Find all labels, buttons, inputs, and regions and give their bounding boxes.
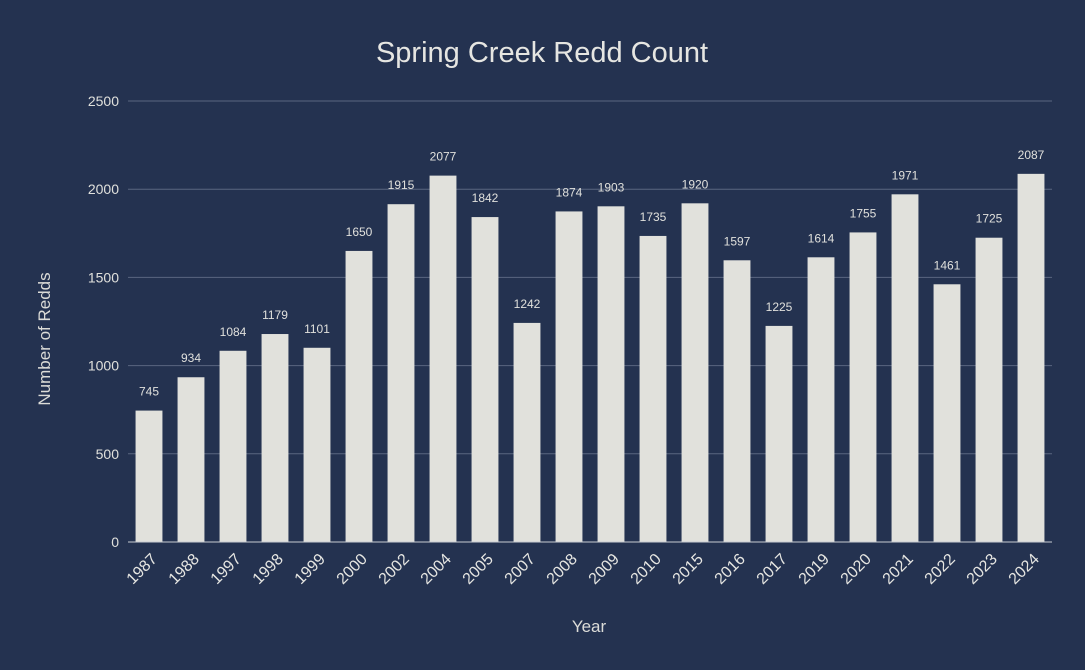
x-tick-label: 1997 xyxy=(208,551,245,588)
bar-2021 xyxy=(891,194,919,542)
data-label: 1597 xyxy=(724,234,751,248)
data-label: 1735 xyxy=(640,210,667,224)
bar-1988 xyxy=(177,377,205,542)
data-label: 1755 xyxy=(850,206,877,220)
x-tick-label: 2002 xyxy=(376,551,413,588)
data-labels: 745 934 1084 1179 1101 1650 1915 2077 1842 1242 18… xyxy=(139,148,1045,399)
bar-2009 xyxy=(597,206,625,543)
x-axis-title: Year xyxy=(572,617,607,636)
bar-2016 xyxy=(723,260,751,542)
x-tick-label: 1999 xyxy=(292,551,329,588)
data-label: 1614 xyxy=(808,231,835,245)
x-tick-label: 2000 xyxy=(334,551,371,588)
data-label: 1920 xyxy=(682,177,709,191)
bar-2002 xyxy=(387,204,415,542)
bar-1997 xyxy=(219,350,247,542)
x-tick-label: 1998 xyxy=(250,551,287,588)
y-tick-label: 2500 xyxy=(88,93,119,109)
bar-2023 xyxy=(975,237,1003,542)
y-tick-label: 500 xyxy=(96,446,120,462)
bar-2008 xyxy=(555,211,583,543)
bar-2010 xyxy=(639,235,667,543)
data-label: 1101 xyxy=(304,322,330,336)
x-tick-label: 2004 xyxy=(418,551,455,588)
bar-2000 xyxy=(345,250,373,542)
x-tick-label: 1987 xyxy=(124,551,161,588)
x-tick-label: 2024 xyxy=(1006,551,1043,588)
x-tick-label: 2017 xyxy=(754,551,791,588)
bar-2015 xyxy=(681,203,709,542)
bar-1987 xyxy=(135,410,163,542)
y-tick-label: 1500 xyxy=(88,269,119,285)
x-axis-ticks: 1987 1988 1997 1998 1999 2000 2002 2004 2005 2007… xyxy=(124,551,1043,588)
data-label: 2077 xyxy=(430,150,457,164)
data-label: 1725 xyxy=(976,212,1003,226)
y-tick-label: 1000 xyxy=(88,358,119,374)
bar-1999 xyxy=(303,347,331,542)
x-tick-label: 2021 xyxy=(880,551,917,588)
bars xyxy=(135,173,1045,543)
y-tick-label: 2000 xyxy=(88,181,119,197)
data-label: 1874 xyxy=(556,185,583,199)
bar-2022 xyxy=(933,284,961,542)
x-tick-label: 2015 xyxy=(670,551,707,588)
bar-2017 xyxy=(765,325,793,542)
bar-2019 xyxy=(807,257,835,542)
x-tick-label: 2020 xyxy=(838,551,875,588)
bar-2004 xyxy=(429,175,457,543)
x-tick-label: 2010 xyxy=(628,551,665,588)
data-label: 1084 xyxy=(220,325,247,339)
x-tick-label: 1988 xyxy=(166,551,203,588)
data-label: 1225 xyxy=(766,300,793,314)
data-label: 1461 xyxy=(934,258,961,272)
y-tick-label: 0 xyxy=(111,534,119,550)
data-label: 1903 xyxy=(598,180,625,194)
x-tick-label: 2022 xyxy=(922,551,959,588)
data-label: 1971 xyxy=(892,168,919,182)
bar-2020 xyxy=(849,232,877,542)
x-tick-label: 2023 xyxy=(964,551,1001,588)
bar-2024 xyxy=(1017,173,1045,542)
x-tick-label: 2008 xyxy=(544,551,581,588)
data-label: 1242 xyxy=(514,297,541,311)
data-label: 745 xyxy=(139,385,159,399)
data-label: 1915 xyxy=(388,178,415,192)
data-label: 934 xyxy=(181,351,201,365)
data-label: 1650 xyxy=(346,225,373,239)
x-tick-label: 2009 xyxy=(586,551,623,588)
x-tick-label: 2005 xyxy=(460,551,497,588)
y-axis-title: Number of Redds xyxy=(35,272,54,405)
x-tick-label: 2019 xyxy=(796,551,833,588)
bar-2005 xyxy=(471,217,499,542)
x-tick-label: 2007 xyxy=(502,551,539,588)
y-axis-ticks: 0 500 1000 1500 2000 2500 xyxy=(88,93,119,550)
data-label: 1179 xyxy=(262,308,288,322)
bar-2007 xyxy=(513,322,541,542)
data-label: 1842 xyxy=(472,191,499,205)
x-tick-label: 2016 xyxy=(712,551,749,588)
bar-1998 xyxy=(261,334,289,542)
chart-title: Spring Creek Redd Count xyxy=(376,37,708,69)
data-label: 2087 xyxy=(1018,148,1045,162)
